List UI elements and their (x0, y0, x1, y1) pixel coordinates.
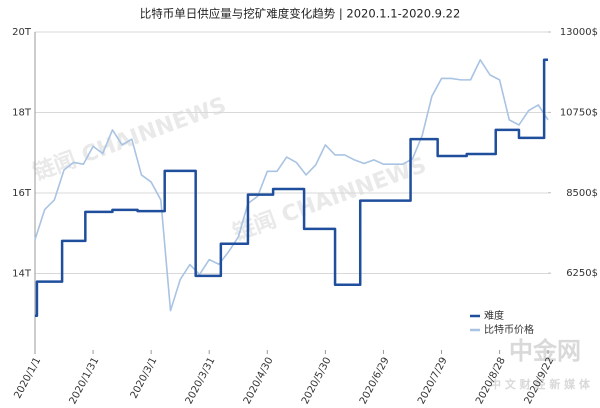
y-tick-label: 18T (12, 108, 32, 119)
x-tick-label: 2020/3/1 (129, 356, 160, 401)
legend-label: 难度 (484, 309, 504, 322)
x-tick-label: 2020/1/31 (68, 356, 102, 406)
watermark: 中金网 (509, 337, 581, 365)
y2-tick-label: 6250$ (566, 268, 598, 279)
y2-tick-label: 10750$ (560, 107, 598, 118)
y-tick-label: 20T (12, 27, 32, 38)
x-tick-label: 2020/6/29 (358, 356, 392, 406)
watermark: 链闻 CHAINNEWS (30, 92, 230, 186)
x-tick-label: 2020/3/31 (184, 356, 218, 406)
series-line (35, 58, 548, 318)
x-tick-label: 2020/5/30 (300, 356, 334, 406)
x-tick-label: 2020/7/29 (416, 356, 450, 406)
y-tick-label: 14T (12, 269, 32, 280)
watermark: 中 文 财 经 新 媒 体 (490, 377, 591, 391)
y2-tick-label: 13000$ (560, 27, 598, 38)
series-line (34, 59, 549, 312)
x-tick-label: 2020/1/1 (12, 356, 43, 401)
y2-tick-label: 8500$ (566, 188, 598, 199)
watermark: 链闻 CHAINNEWS (230, 152, 430, 246)
y-tick-label: 16T (12, 188, 32, 199)
legend-label: 比特币价格 (484, 323, 534, 336)
chart-title: 比特币单日供应量与挖矿难度变化趋势 | 2020.1.1-2020.9.22 (140, 7, 461, 21)
x-tick-label: 2020/4/30 (242, 356, 276, 406)
